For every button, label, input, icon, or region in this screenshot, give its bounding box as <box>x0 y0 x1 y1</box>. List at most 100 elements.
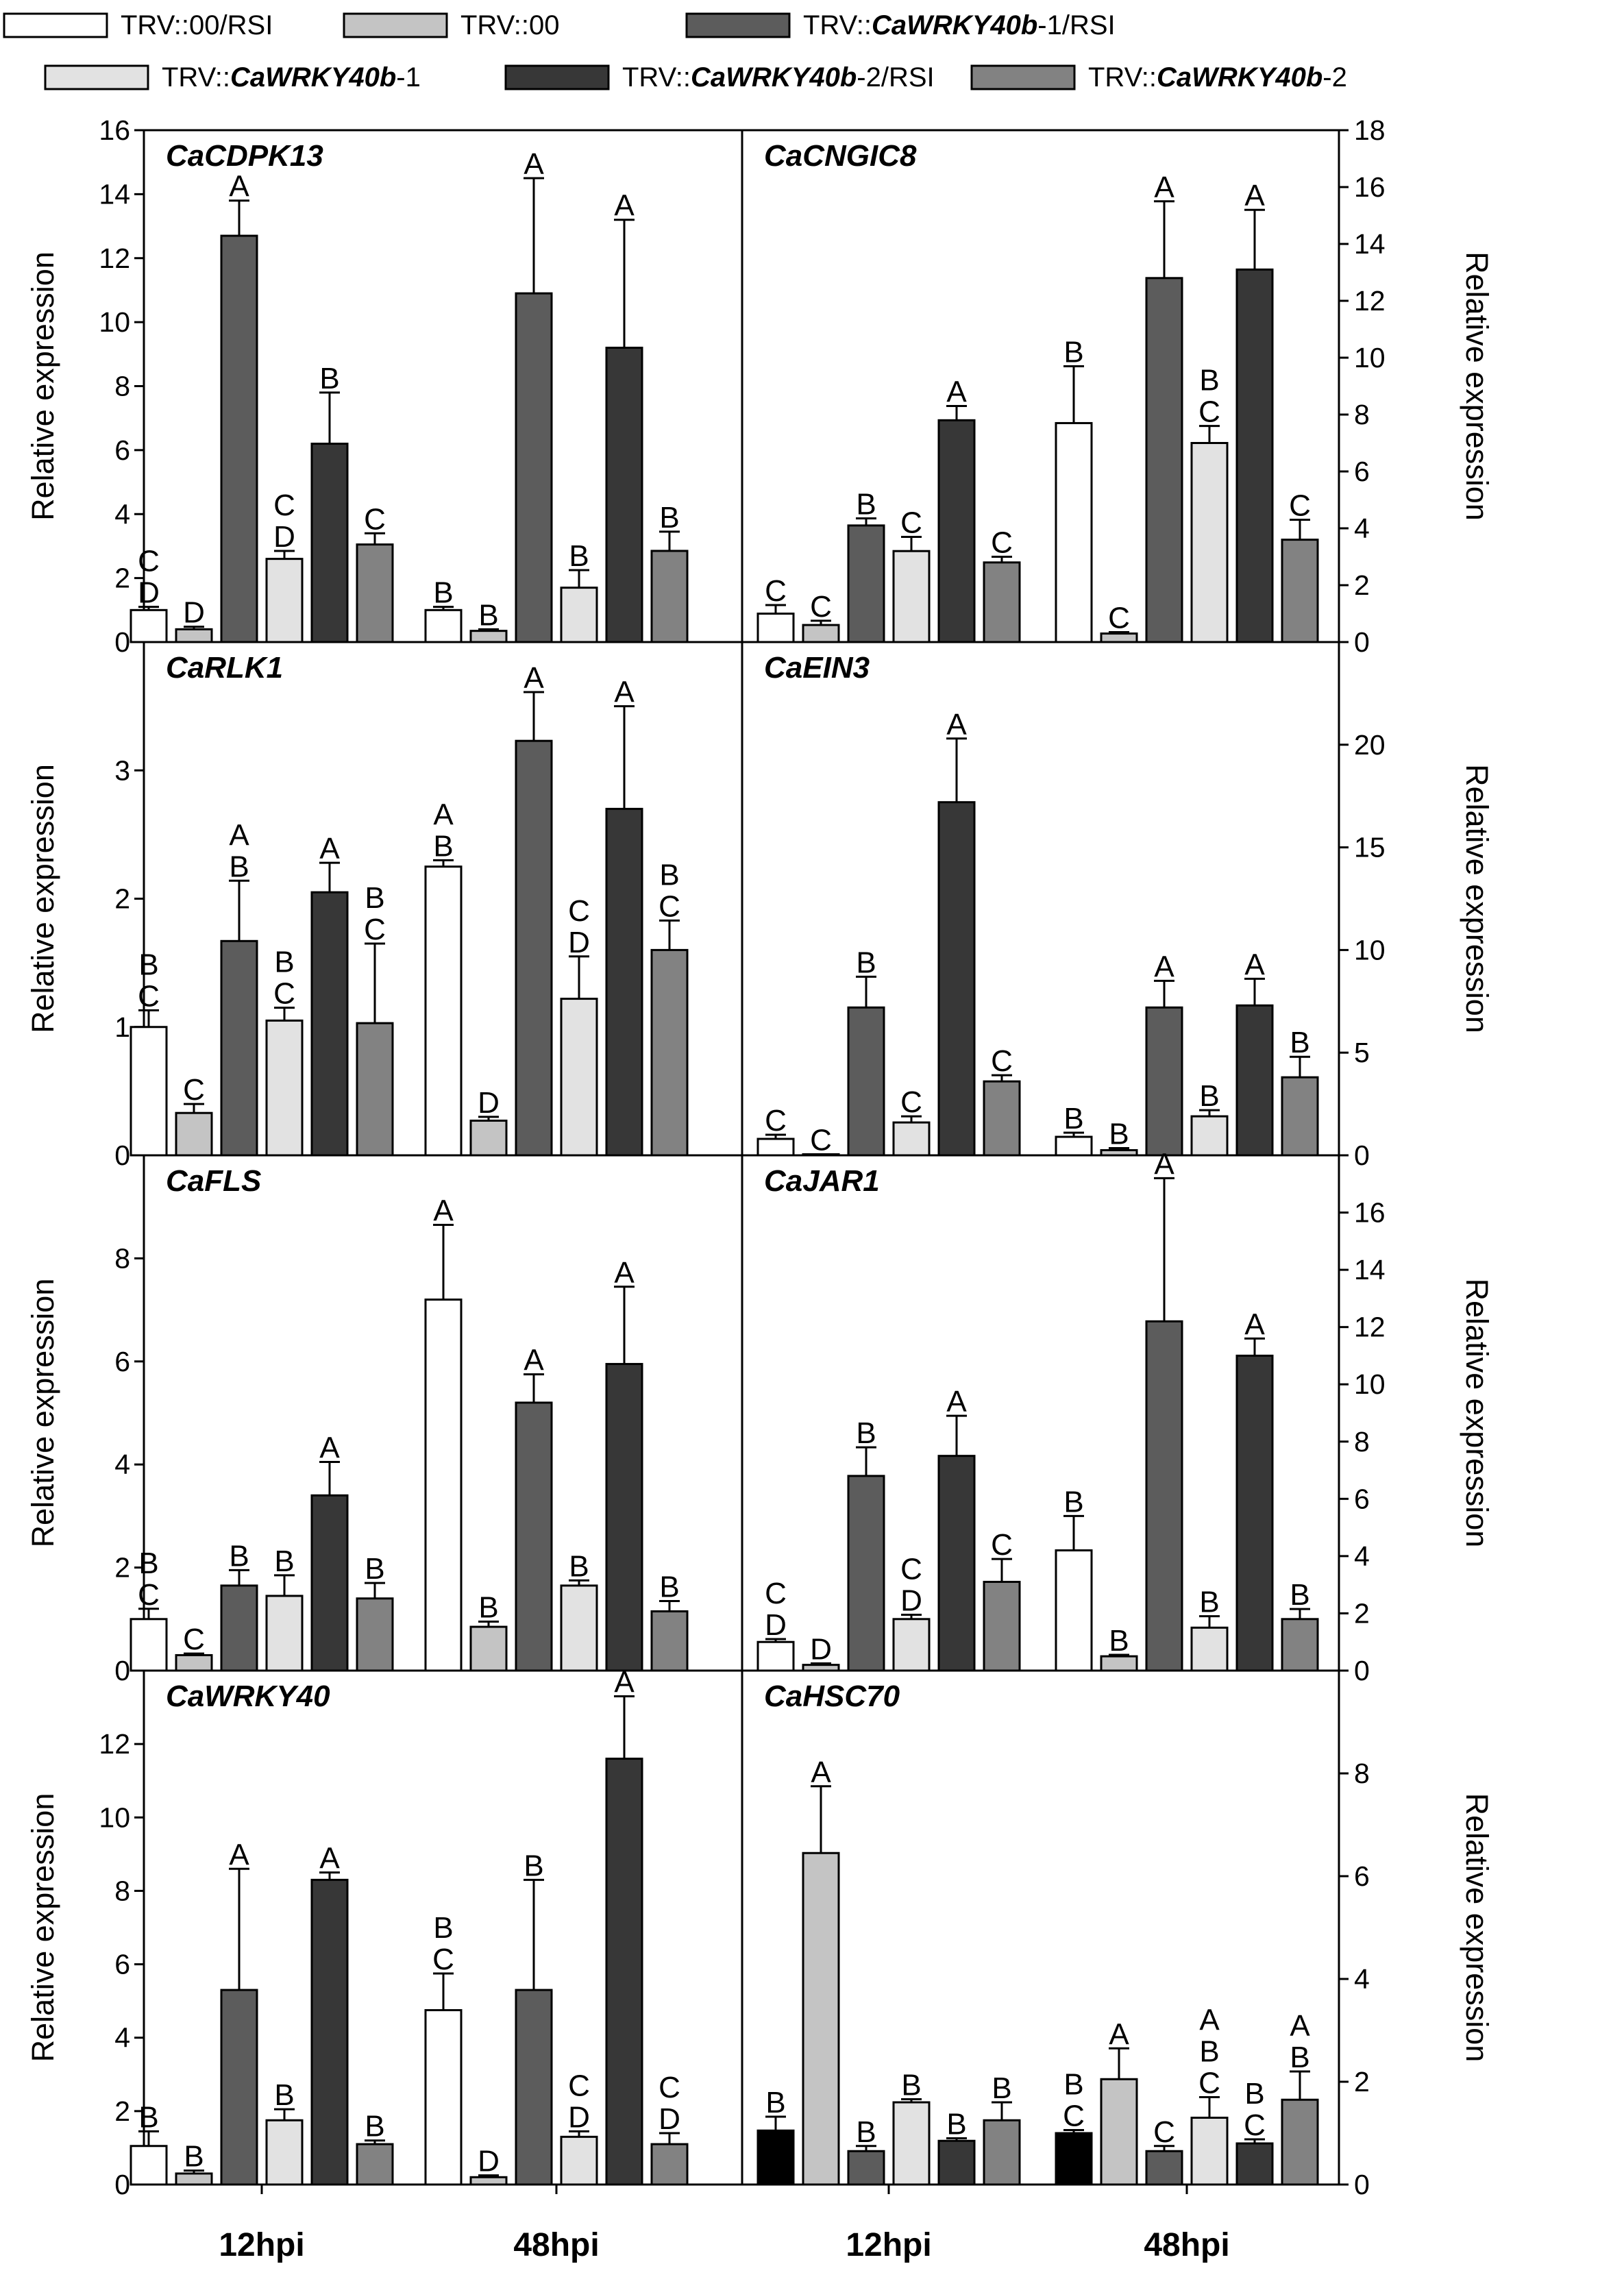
bar <box>1145 277 1183 643</box>
bar <box>1190 2117 1229 2186</box>
y-tick-label: 4 <box>1354 1540 1370 1572</box>
bar <box>515 739 553 1157</box>
significance-letter: D <box>810 1633 832 1666</box>
bar <box>130 608 168 643</box>
y-tick-label: 20 <box>1354 729 1386 761</box>
significance-letter: B <box>184 2140 204 2174</box>
significance-letter: C <box>183 1073 205 1107</box>
bar <box>310 891 349 1157</box>
bar <box>650 948 689 1157</box>
significance-letter: B <box>478 598 498 632</box>
legend-swatch <box>504 64 610 90</box>
y-tick-label: 2 <box>114 1552 130 1584</box>
significance-letter: B <box>569 539 589 573</box>
legend-label-prefix: TRV:: <box>460 10 529 40</box>
y-tick-label: 14 <box>1354 228 1386 260</box>
bar <box>1055 2132 1093 2186</box>
legend-label-prefix: TRV:: <box>622 62 691 93</box>
significance-letter: A <box>319 1431 340 1464</box>
significance-letter: B <box>569 1549 589 1583</box>
bar <box>265 1595 304 1672</box>
y-tick-label: 8 <box>1354 1426 1370 1457</box>
significance-letter: A <box>946 1385 967 1418</box>
significance-letter: B <box>138 2100 158 2134</box>
y-axis-label: Relative expression <box>1460 1793 1494 2063</box>
legend-label-prefix: TRV:: <box>121 10 189 40</box>
significance-letter: C <box>659 889 680 923</box>
significance-letter: D <box>183 596 205 630</box>
significance-letter: C <box>1289 489 1311 523</box>
significance-letter: B <box>524 1849 543 1882</box>
legend-label-gene: CaWRKY40b <box>1157 62 1322 93</box>
bar <box>1190 1115 1229 1157</box>
bar <box>515 292 553 643</box>
bar <box>892 1121 931 1157</box>
y-tick-label: 4 <box>114 2022 130 2054</box>
legend-label-suffix: -2 <box>1322 62 1347 93</box>
bar <box>937 801 976 1157</box>
significance-letter: A <box>1244 948 1265 981</box>
y-tick-label: 15 <box>1354 832 1386 863</box>
bar <box>265 558 304 643</box>
legend-label-suffix: -2/RSI <box>857 62 934 93</box>
bar <box>130 1026 168 1157</box>
y-axis-label: Relative expression <box>25 1793 60 2063</box>
bar <box>847 2150 885 2186</box>
significance-letter: B <box>1063 335 1083 369</box>
significance-letter: A <box>614 676 635 709</box>
legend-label-prefix: TRV:: <box>803 10 872 40</box>
significance-letter: D <box>273 520 295 554</box>
significance-letter: A <box>614 189 635 223</box>
significance-letter: C <box>765 1577 787 1610</box>
chart-panel-CaCDPK13: CaCDPK13 0 2 4 6 8 10 12 14 16 Relative expression… <box>25 114 689 658</box>
significance-letter: D <box>900 1584 922 1618</box>
bar <box>983 1080 1021 1157</box>
significance-letter: B <box>229 1539 249 1573</box>
y-tick-label: 4 <box>1354 513 1370 544</box>
significance-letter: C <box>364 913 386 946</box>
y-tick-label: 14 <box>1354 1254 1386 1286</box>
significance-letter: B <box>319 362 339 395</box>
bar <box>937 1455 976 1672</box>
significance-letter: A <box>524 147 544 181</box>
bar <box>175 1653 213 1672</box>
significance-letter: B <box>765 2086 785 2119</box>
bar <box>469 1119 508 1157</box>
bar <box>937 2139 976 2186</box>
legend-swatch <box>685 12 791 38</box>
significance-letter: B <box>229 850 249 883</box>
significance-letter: C <box>991 526 1013 560</box>
bar <box>175 1111 213 1157</box>
legend-label-prefix: TRV:: <box>1088 62 1157 93</box>
bar <box>756 2129 795 2186</box>
significance-letter: B <box>478 1591 498 1625</box>
significance-letter: B <box>274 2078 294 2112</box>
bar <box>650 1610 689 1672</box>
bar <box>175 2172 213 2186</box>
panel-title: CaCDPK13 <box>166 139 323 173</box>
bar <box>1055 1135 1093 1157</box>
significance-letter: B <box>659 1570 679 1603</box>
bar <box>605 807 643 1157</box>
panel-title: CaWRKY40 <box>166 1680 330 1713</box>
significance-letter: B <box>433 829 453 863</box>
y-tick-label: 2 <box>1354 2066 1370 2098</box>
y-tick-label: 6 <box>1354 1483 1370 1514</box>
y-tick-label: 0 <box>1354 2169 1370 2200</box>
bar <box>802 624 840 643</box>
bar <box>220 1989 258 2186</box>
bar <box>560 1584 598 1672</box>
y-axis-label: Relative expression <box>1460 764 1494 1033</box>
significance-letter: B <box>1109 1118 1129 1151</box>
legend-label: TRV::00/RSI <box>121 10 273 40</box>
significance-letter: D <box>765 1608 787 1642</box>
legend-label-suffix: 00/RSI <box>189 10 273 40</box>
significance-letter: A <box>319 832 340 865</box>
significance-letter: C <box>765 574 787 608</box>
significance-letter: D <box>568 926 590 959</box>
